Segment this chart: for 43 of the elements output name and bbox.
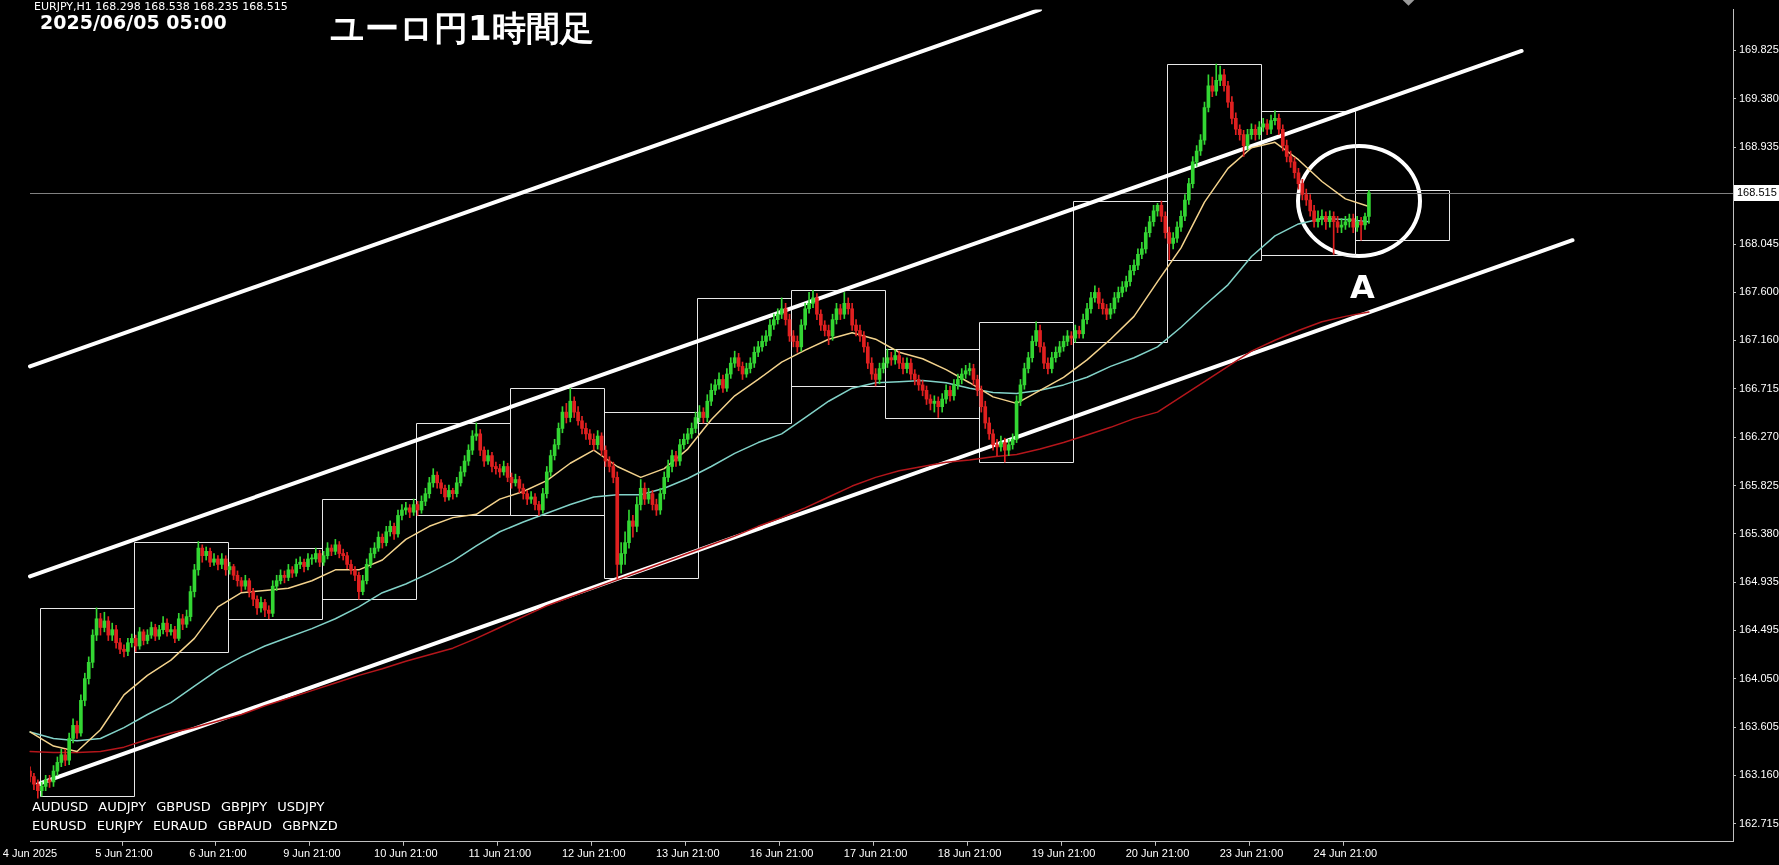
y-tick-label: 163.605: [1739, 720, 1779, 733]
annotation: A: [1350, 268, 1375, 306]
annotation: EURUSD EURJPY EURAUD GBPAUD GBPNZD: [32, 818, 338, 834]
x-tick-label: 6 Jun 21:00: [189, 847, 247, 860]
y-tick-label: 167.600: [1739, 285, 1779, 298]
candlestick: [889, 351, 894, 366]
x-tick-label: 19 Jun 21:00: [1031, 847, 1096, 860]
candlestick: [1320, 209, 1324, 226]
ref-line-label: 168.515: [1737, 185, 1777, 198]
x-tick-label: 24 Jun 21:00: [1313, 847, 1378, 860]
candlestick: [631, 515, 635, 538]
x-tick-label: 11 Jun 21:00: [468, 847, 532, 860]
x-tick-label: 4 Jun 2025: [2, 847, 58, 860]
y-tick-label: 168.935: [1739, 140, 1779, 153]
y-tick-label: 167.160: [1739, 333, 1779, 346]
x-tick-label: 16 Jun 21:00: [749, 847, 814, 860]
x-tick-label: 9 Jun 21:00: [283, 847, 341, 860]
annotation: 2025/06/05 05:00: [40, 11, 227, 33]
y-tick-label: 164.935: [1739, 575, 1779, 588]
x-tick-label: 12 Jun 21:00: [561, 847, 626, 860]
chart-subtitle: EURJPY,H1 168.298 168.538 168.235 168.515: [34, 0, 288, 13]
x-tick-label: 5 Jun 21:00: [95, 847, 153, 860]
y-tick-label: 165.825: [1739, 478, 1779, 491]
y-tick-label: 163.160: [1739, 768, 1779, 781]
x-tick-label: 13 Jun 21:00: [655, 847, 720, 860]
candlestick: [1331, 211, 1336, 255]
annotation: AUDUSD AUDJPY GBPUSD GBPJPY USDJPY: [32, 799, 325, 815]
chart-title: ユーロ円1時間足: [330, 7, 594, 50]
x-tick-label: 20 Jun 21:00: [1125, 847, 1190, 860]
y-tick-label: 166.270: [1739, 430, 1779, 443]
y-tick-label: 164.050: [1739, 671, 1779, 684]
x-tick-label: 18 Jun 21:00: [937, 847, 1002, 860]
x-tick-label: 23 Jun 21:00: [1219, 847, 1284, 860]
y-tick-label: 164.495: [1739, 623, 1779, 636]
y-tick-label: 166.715: [1739, 381, 1779, 394]
y-tick-label: 169.380: [1739, 91, 1779, 104]
y-tick-label: 169.825: [1739, 43, 1779, 56]
y-tick-label: 168.045: [1739, 237, 1779, 250]
x-tick-label: 17 Jun 21:00: [843, 847, 908, 860]
x-tick-label: 10 Jun 21:00: [374, 847, 438, 860]
y-tick-label: 162.715: [1739, 816, 1779, 829]
candlestick: [1359, 217, 1363, 241]
y-tick-label: 165.380: [1739, 526, 1779, 539]
